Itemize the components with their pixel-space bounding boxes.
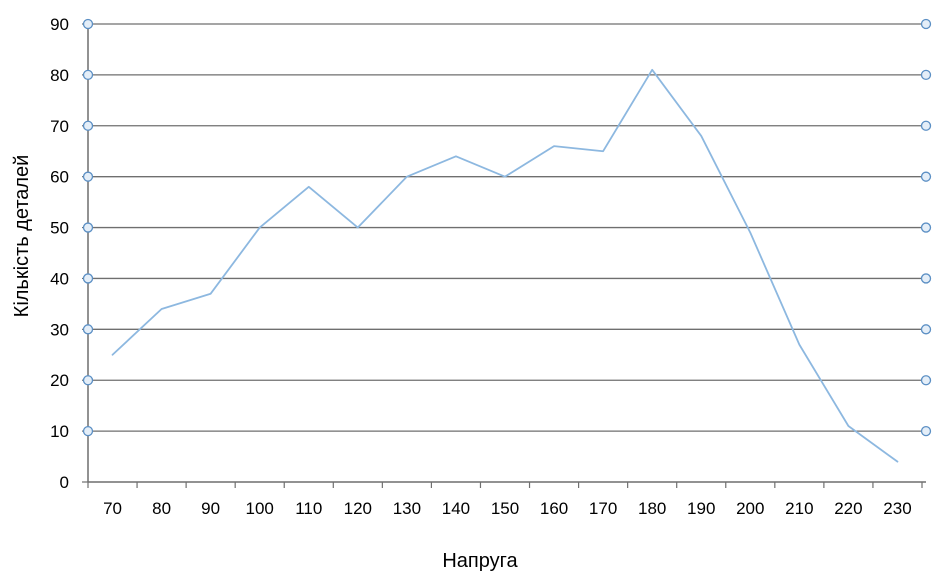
x-tick-label-80: 80 (152, 499, 171, 518)
left-grid-marker-50 (82, 222, 94, 233)
right-grid-marker-50 (920, 222, 932, 233)
data-point-160 (551, 143, 557, 149)
left-grid-marker-70 (82, 120, 94, 131)
x-tick-label-190: 190 (687, 499, 715, 518)
series-layer (110, 67, 900, 465)
x-tick-label-90: 90 (201, 499, 220, 518)
left-grid-marker-60 (82, 171, 94, 182)
x-tick-label-230: 230 (883, 499, 911, 518)
data-point-110 (306, 184, 312, 190)
marker-layer (82, 18, 932, 437)
y-tick-label-40: 40 (50, 269, 69, 288)
y-tick-label-70: 70 (50, 117, 69, 136)
x-axis-title: Напруга (442, 550, 518, 572)
left-grid-marker-20 (82, 375, 94, 386)
grid-layer (88, 23, 926, 432)
x-tick-label-160: 160 (540, 499, 568, 518)
x-tick-label-170: 170 (589, 499, 617, 518)
y-tick-labels: 0 10 20 30 40 50 60 70 80 90 (50, 15, 69, 492)
y-tick-label-60: 60 (50, 168, 69, 187)
left-grid-marker-90 (82, 18, 94, 30)
data-point-210 (796, 342, 802, 348)
data-point-170 (600, 148, 606, 154)
y-tick-label-90: 90 (50, 15, 69, 34)
x-tick-label-210: 210 (785, 499, 813, 518)
data-point-80 (159, 306, 165, 312)
left-grid-marker-10 (82, 425, 94, 437)
x-tick-label-150: 150 (491, 499, 519, 518)
y-axis-title: Кількість деталей (11, 155, 33, 318)
x-tick-label-130: 130 (393, 499, 421, 518)
data-point-140 (453, 153, 459, 159)
axis-layer (82, 23, 926, 488)
right-grid-marker-30 (920, 324, 932, 335)
x-tick-label-140: 140 (442, 499, 470, 518)
left-grid-marker-40 (82, 273, 94, 284)
y-tick-label-30: 30 (50, 320, 69, 339)
right-grid-marker-20 (920, 375, 932, 386)
x-tick-label-100: 100 (246, 499, 274, 518)
y-tick-label-10: 10 (50, 422, 69, 441)
right-grid-marker-10 (920, 425, 932, 437)
right-grid-marker-80 (920, 69, 932, 81)
data-point-120 (355, 225, 361, 231)
data-point-150 (502, 174, 508, 180)
x-tick-label-70: 70 (103, 499, 122, 518)
x-tick-label-120: 120 (344, 499, 372, 518)
x-tick-label-200: 200 (736, 499, 764, 518)
left-grid-marker-30 (82, 324, 94, 335)
data-point-200 (747, 230, 753, 236)
right-grid-marker-90 (920, 18, 932, 30)
data-point-230 (894, 459, 900, 465)
data-point-90 (208, 291, 214, 297)
series-line-0 (111, 68, 899, 463)
x-tick-label-180: 180 (638, 499, 666, 518)
x-tick-label-220: 220 (834, 499, 862, 518)
x-tick-labels: 70 80 90 100 110 120 130 140 150 160 170 180 190 200 2… (103, 499, 912, 518)
data-point-100 (257, 225, 263, 231)
data-point-70 (110, 352, 116, 358)
data-point-130 (404, 174, 410, 180)
data-point-180 (649, 67, 655, 73)
y-tick-label-80: 80 (50, 66, 69, 85)
y-tick-label-50: 50 (50, 219, 69, 238)
data-point-220 (845, 423, 851, 429)
right-grid-marker-60 (920, 171, 932, 182)
y-tick-label-20: 20 (50, 371, 69, 390)
left-grid-marker-80 (82, 69, 94, 81)
right-grid-marker-70 (920, 120, 932, 131)
x-tick-label-110: 110 (295, 499, 322, 518)
data-point-190 (698, 133, 704, 139)
y-tick-label-0: 0 (60, 473, 69, 492)
right-grid-marker-40 (920, 273, 932, 284)
